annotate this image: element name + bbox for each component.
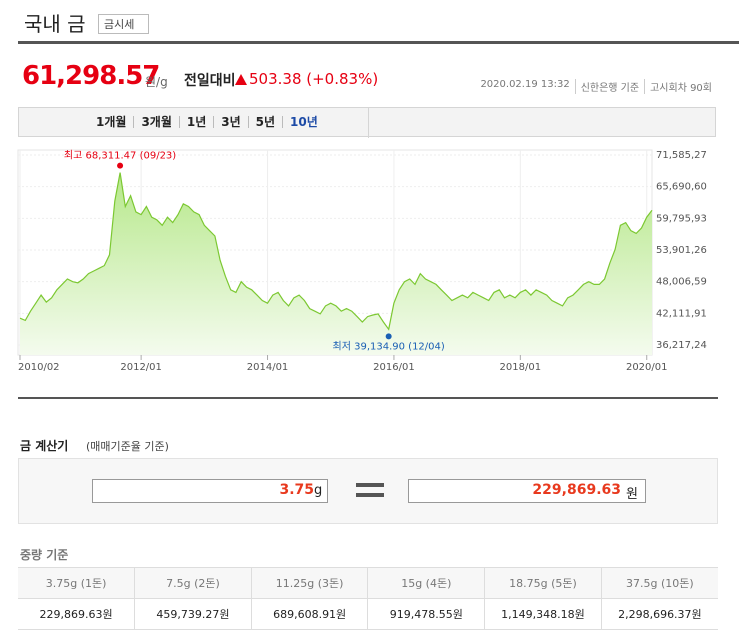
line	[19, 172, 653, 331]
divider	[18, 41, 739, 44]
y-tick-label: 65,690,60	[656, 182, 707, 193]
tab[interactable]: 3년	[213, 116, 247, 128]
y-tick-label: 36,217,24	[656, 340, 707, 351]
header-cell: 37.5g (10돈)	[600, 567, 718, 599]
divider	[18, 397, 718, 399]
area	[20, 172, 652, 355]
change-label: 전일대비	[184, 73, 236, 89]
result-value: 229,869.63	[532, 482, 621, 498]
price: 61,298.57	[22, 61, 160, 91]
tab[interactable]: 1년	[178, 116, 213, 128]
annotation-label: 최고 68,311.47 (09/23)	[64, 150, 176, 162]
header-cell: 7.5g (2돈)	[134, 567, 252, 599]
annotation-label: 최저 39,134.90 (12/04)	[333, 340, 445, 352]
tab[interactable]: 10년	[282, 116, 325, 128]
meta-item: 고시회차 90회	[644, 79, 717, 94]
weights-table: 3.75g (1돈) 7.5g (2돈) 11.25g (3돈) 15g (4돈) 18…	[18, 567, 718, 630]
meta-item: 신한은행 기준	[574, 79, 644, 94]
price-unit: 원/g	[145, 75, 168, 89]
weight-input[interactable]	[92, 479, 328, 503]
header-cell: 18.75g (5돈)	[484, 567, 602, 599]
x-tick-label: 2012/01	[120, 362, 162, 373]
change: 503.38 (+0.83%)	[249, 70, 379, 88]
tab[interactable]: 3개월	[133, 116, 178, 128]
x-tick-label: 2014/01	[247, 362, 289, 373]
tab-divider	[368, 108, 369, 138]
y-tick-label: 42,111,91	[656, 308, 707, 319]
equals	[356, 493, 384, 497]
y-tick-label: 48,006,59	[656, 277, 707, 288]
input-unit: g	[314, 483, 323, 498]
y-tick-label: 71,585,27	[656, 150, 707, 161]
title: 국내 금	[24, 12, 86, 36]
header-cell: 11.25g (3돈)	[250, 567, 368, 599]
data-cell: 459,739.27원	[134, 598, 252, 630]
x-tick-label: 2016/01	[373, 362, 415, 373]
data-cell: 2,298,696.37원	[600, 598, 718, 630]
tab-bar: 1개월 3개월 1년 3년 5년 10년	[18, 107, 716, 137]
weights-title: 중량 기준	[20, 548, 69, 562]
chart: 36,217,24 42,111,91 48,006,59 53,901,26 59,7…	[17, 149, 707, 373]
x-tick-label: 2020/01	[626, 362, 668, 373]
header-row: 3.75g (1돈) 7.5g (2돈) 11.25g (3돈) 15g (4돈) 18…	[18, 567, 718, 599]
price-button[interactable]: 금시세	[98, 14, 150, 34]
calc-subtitle: (매매기준율 기준)	[86, 440, 169, 453]
data-row: 229,869.63원 459,739.27원 689,608.91원 919,478…	[18, 598, 718, 630]
calc-title: 금 계산기	[20, 439, 69, 453]
x-tick-label: 2010/02	[18, 362, 60, 373]
up-icon	[235, 74, 247, 85]
data-cell: 919,478.55원	[367, 598, 485, 630]
annotation-dot	[385, 333, 392, 340]
tab[interactable]: 1개월	[96, 115, 127, 129]
equals	[356, 483, 384, 487]
header-cell: 3.75g (1돈)	[18, 567, 135, 599]
result-box	[408, 479, 646, 503]
data-cell: 689,608.91원	[250, 598, 368, 630]
result-unit: 원	[626, 487, 638, 502]
data-cell: 1,149,348.18원	[484, 598, 602, 630]
meta-item: 2020.02.19 13:32	[480, 79, 570, 90]
header-cell: 15g (4돈)	[367, 567, 485, 599]
annotation-dot	[117, 162, 124, 169]
meta: 2020.02.19 13:32 신한은행 기준 고시회차 90회	[475, 79, 717, 94]
input-value: 3.75	[279, 482, 314, 498]
x-tick-label: 2018/01	[500, 362, 542, 373]
y-tick-label: 53,901,26	[656, 245, 707, 256]
y-tick-label: 59,795,93	[656, 213, 707, 224]
tab[interactable]: 5년	[247, 116, 282, 128]
data-cell: 229,869.63원	[18, 598, 135, 630]
